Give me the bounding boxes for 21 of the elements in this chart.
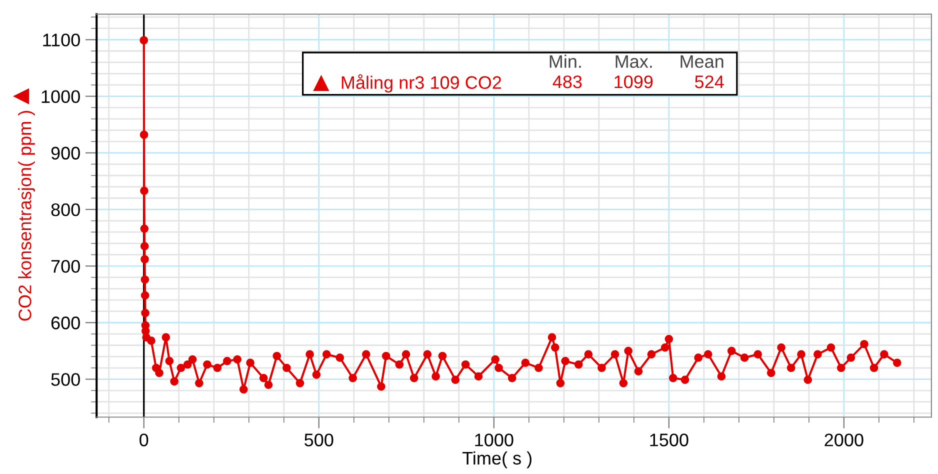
x-tick-label: 2000: [824, 434, 864, 446]
x-tick-label: 1000: [475, 434, 514, 446]
y-tick-label: 700: [51, 260, 80, 273]
y-tick-label: 500: [51, 373, 80, 386]
legend-label: Måling nr3 109 CO2: [342, 74, 502, 93]
y-tick-label: 1000: [42, 90, 80, 103]
y-tick-label: 600: [51, 316, 80, 330]
x-axis-title: Time( s ): [462, 451, 532, 468]
annotation: 483: [552, 75, 582, 88]
x-tick-label: 0: [140, 434, 148, 446]
y-axis-title: CO2 konsentrasjon( ppm ): [18, 110, 35, 321]
y-tick-label: 1100: [43, 34, 80, 46]
y-tick-label: 900: [51, 146, 80, 160]
annotation: Mean: [680, 55, 724, 68]
x-tick-label: 500: [304, 434, 334, 446]
annotation: Max.: [616, 55, 652, 68]
x-tick-label: 1500: [650, 434, 688, 446]
annotation: Min.: [550, 54, 581, 68]
y-tick-label: 800: [51, 203, 80, 216]
annotation: 524: [695, 75, 724, 88]
annotation: 1099: [614, 75, 653, 88]
